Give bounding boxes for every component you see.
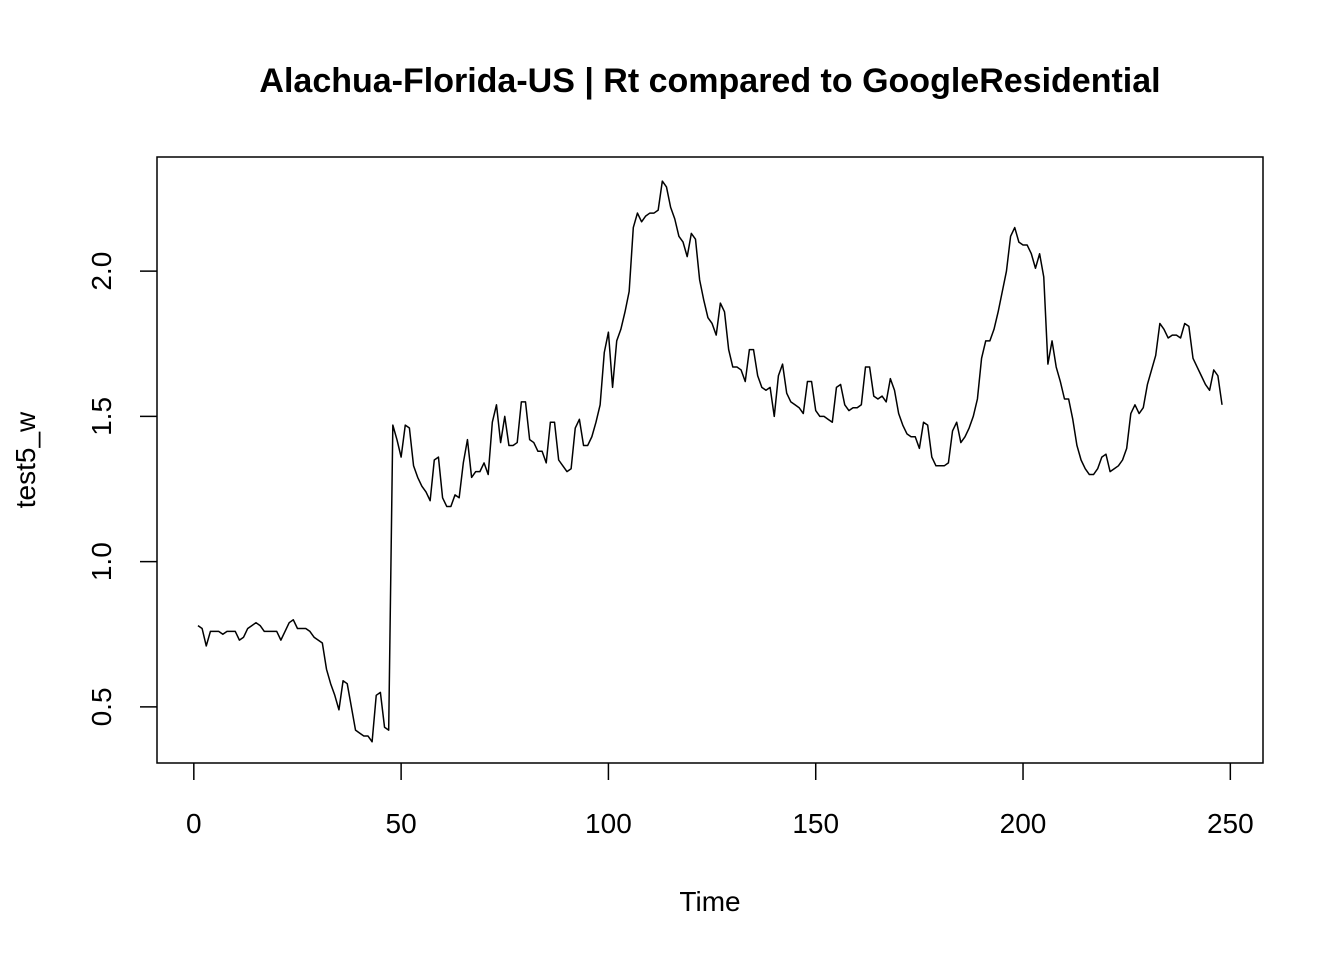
- y-tick-label: 1.0: [86, 542, 117, 581]
- chart-title: Alachua-Florida-US | Rt compared to Goog…: [259, 62, 1160, 100]
- x-tick-label: 0: [186, 808, 202, 839]
- x-axis-label: Time: [679, 886, 740, 917]
- plot-box: [156, 156, 1264, 764]
- y-tick-label: 1.5: [86, 397, 117, 436]
- x-tick-label: 100: [585, 808, 632, 839]
- y-tick-label: 0.5: [86, 687, 117, 726]
- data-line: [197, 180, 1223, 743]
- x-tick-label: 150: [792, 808, 839, 839]
- x-tick-label: 50: [386, 808, 417, 839]
- y-tick-label: 2.0: [86, 252, 117, 291]
- y-axis-label: test5_w: [10, 411, 41, 508]
- x-tick-label: 250: [1207, 808, 1254, 839]
- x-tick-label: 200: [1000, 808, 1047, 839]
